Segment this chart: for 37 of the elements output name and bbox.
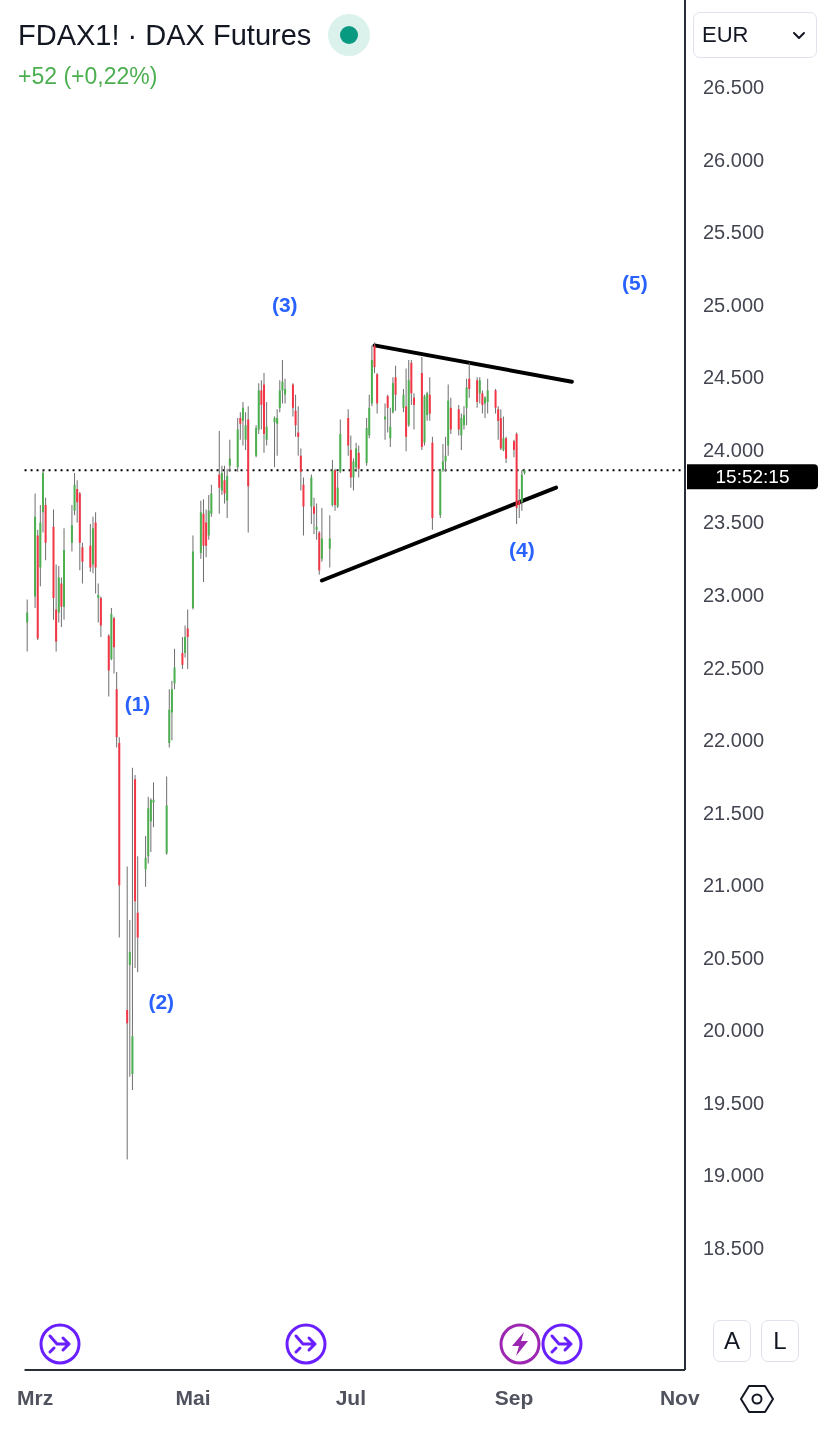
y-tick-label: 20.000 (703, 1019, 765, 1042)
annotation: (4) (509, 538, 535, 562)
y-tick-label: 19.500 (703, 1091, 765, 1114)
x-tick-label: Mrz (17, 1386, 54, 1410)
x-tick-label: Sep (494, 1386, 534, 1410)
y-tick-label: 18.500 (703, 1237, 765, 1260)
text: +52 (+0,22%) (18, 63, 159, 90)
y-tick-label: 20.500 (703, 946, 765, 969)
text: 15:52:15 (715, 465, 790, 487)
annotation: (5) (621, 271, 648, 295)
x-tick-label: Mai (175, 1386, 211, 1410)
dropdown: EUR (693, 12, 817, 58)
y-tick-label: 26.500 (703, 76, 765, 99)
x-tick-label: Nov (659, 1386, 700, 1410)
candlestick (263, 372, 265, 453)
annotation: (2) (148, 989, 175, 1013)
annotation: (3) (271, 292, 298, 316)
y-tick-label: 26.000 (703, 148, 765, 171)
y-tick-label: 24.500 (703, 366, 765, 389)
y-tick-label: 25.500 (703, 221, 765, 244)
candlestick (126, 866, 129, 1160)
y-tick-label: 21.500 (703, 801, 765, 824)
y-axis-title: EUR (702, 22, 749, 48)
y-tick-label: 23.000 (703, 583, 765, 606)
y-tick-label: 21.000 (703, 874, 765, 897)
y-tick-label: 22.500 (703, 656, 765, 679)
y-tick-label: 23.500 (703, 511, 765, 534)
y-tick-label: 24.000 (703, 438, 765, 461)
toggle-button: L (761, 1320, 799, 1362)
x-tick-label: Jul (335, 1386, 366, 1410)
y-tick-label: 22.000 (703, 729, 765, 752)
y-tick-label: 19.000 (703, 1164, 765, 1187)
text: FDAX1! · DAX Futures (18, 18, 312, 52)
toggle-button: A (713, 1320, 751, 1362)
y-tick-label: 25.000 (703, 293, 765, 316)
candlestick (152, 782, 155, 828)
annotation: (1) (124, 692, 151, 716)
